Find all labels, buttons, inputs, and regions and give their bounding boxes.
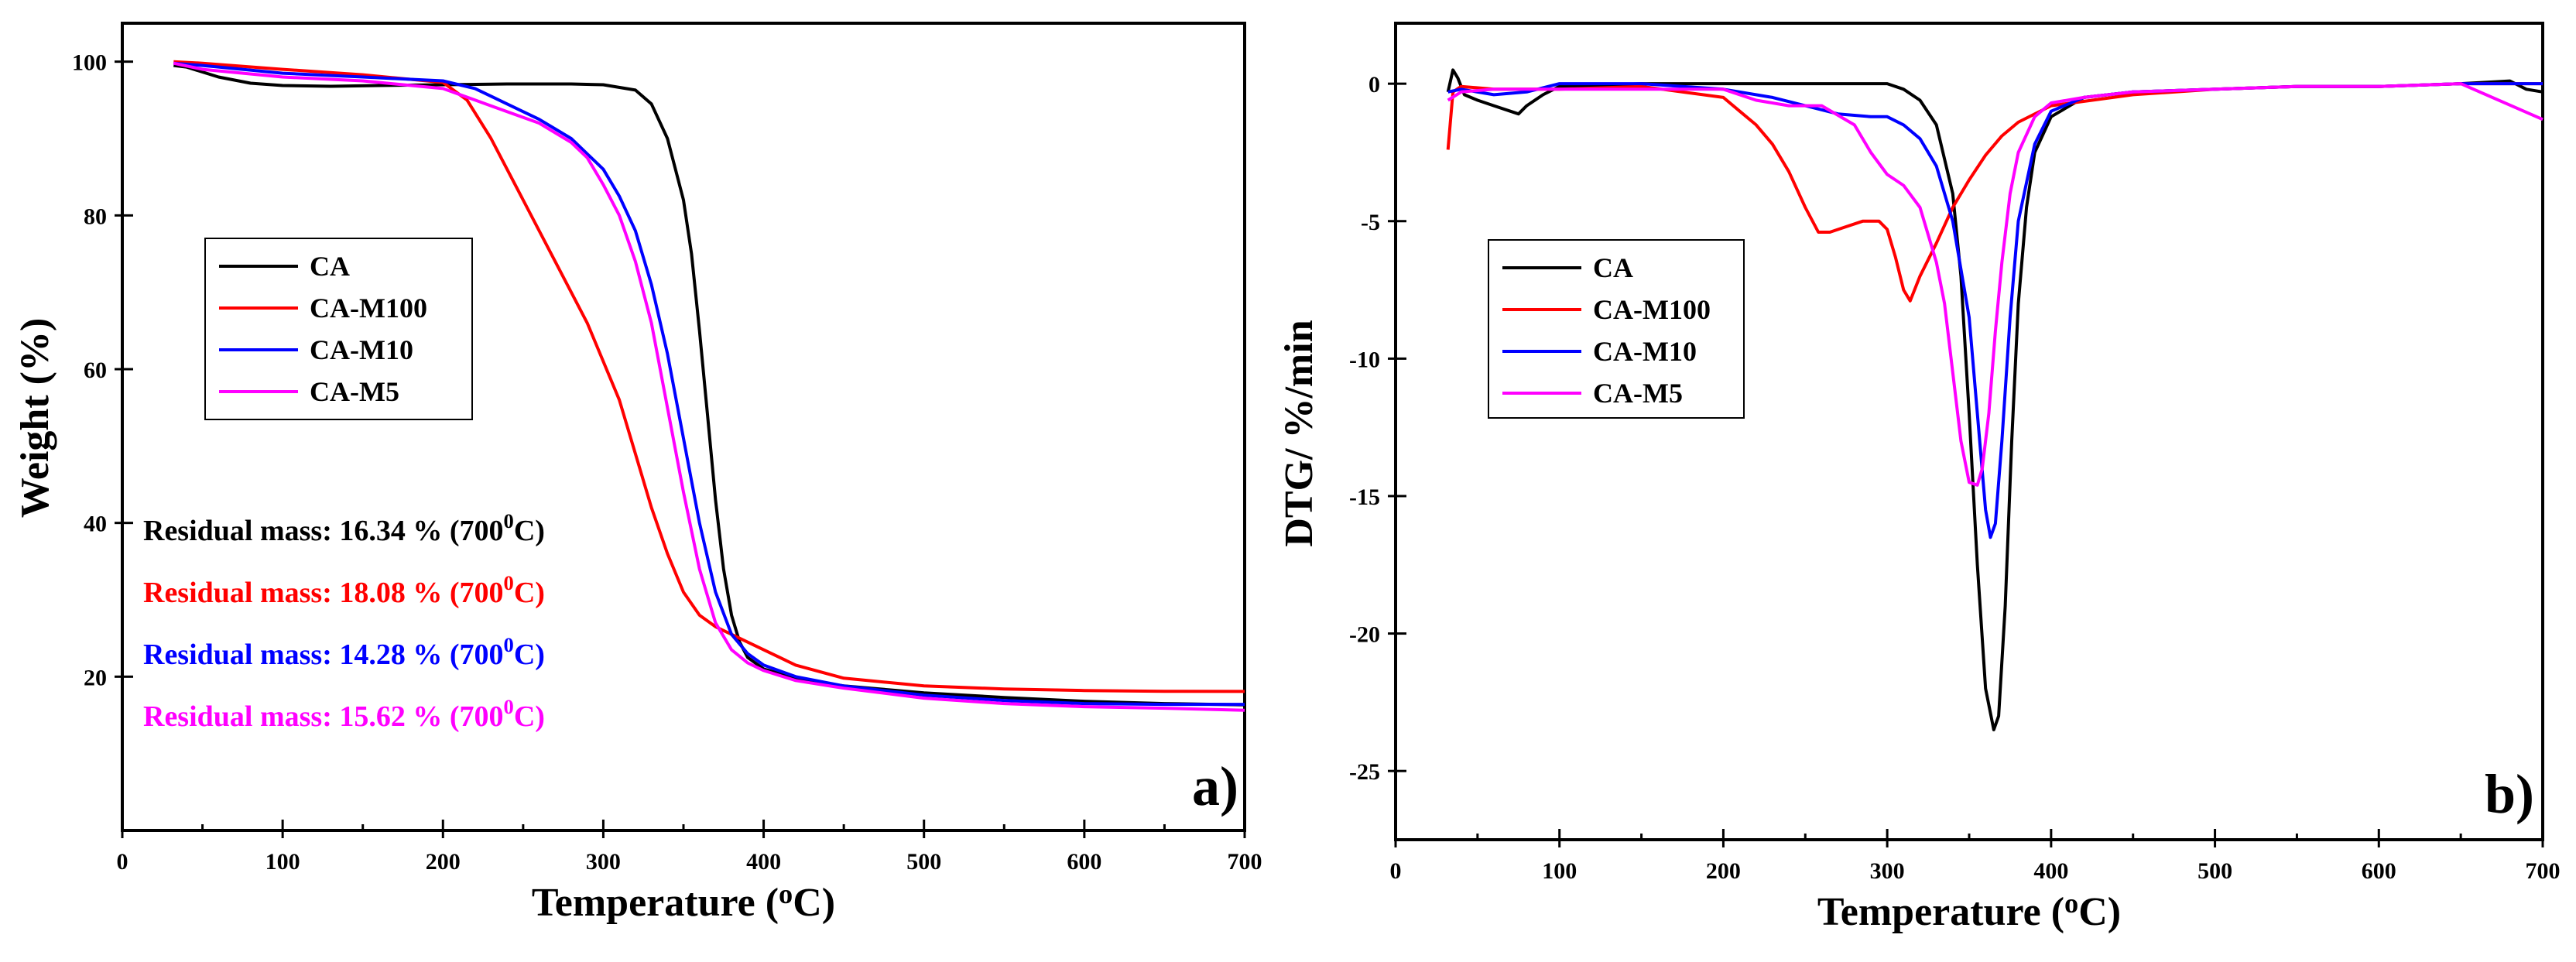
residual-mass-annotation-main: Residual mass: 14.28 % (700 [143, 638, 504, 671]
residual-mass-annotation-main: Residual mass: 16.34 % (700 [143, 515, 504, 547]
residual-mass-annotation: Residual mass: 15.62 % (7000C) [143, 695, 545, 733]
y-tick-label: 100 [72, 50, 107, 76]
panel-label: b) [2485, 763, 2534, 825]
residual-mass-annotation: Residual mass: 14.28 % (7000C) [143, 633, 545, 671]
x-tick-label: 400 [2033, 858, 2068, 884]
x-tick-label: 300 [586, 849, 621, 875]
x-axis-title-sup: o [2064, 888, 2078, 919]
y-tick-label: 40 [84, 512, 107, 537]
y-tick-label: 0 [1368, 72, 1380, 98]
legend-label: CA [1593, 252, 1633, 283]
y-tick-label: -20 [1349, 622, 1380, 648]
residual-mass-annotation-end: C) [514, 577, 545, 609]
series-line-ca-m100 [1446, 82, 2543, 303]
y-axis-title: Weight (%) [13, 318, 57, 519]
panel-label: a) [1192, 755, 1238, 817]
x-axis-title-main: Temperature ( [532, 881, 779, 925]
residual-mass-annotation: Residual mass: 18.08 % (7000C) [143, 571, 545, 609]
series-line-ca-m100 [173, 60, 1245, 693]
legend-label: CA-M100 [310, 293, 427, 324]
series-line-ca-m10 [173, 61, 1245, 707]
legend: CA CA-M100 CA-M10 CA-M5 [1488, 239, 1745, 419]
y-tick-label: -25 [1349, 759, 1380, 785]
x-tick-label: 0 [1390, 858, 1402, 884]
x-tick-label: 300 [1870, 858, 1905, 884]
residual-mass-annotation-sup: 0 [504, 633, 514, 656]
residual-mass-annotation-main: Residual mass: 18.08 % (700 [143, 577, 504, 609]
x-axis-title-end: C) [793, 881, 835, 925]
series-line-ca-m5 [1447, 82, 2543, 487]
x-tick-label: 600 [1067, 849, 1101, 875]
legend-label: CA-M100 [1593, 294, 1711, 325]
legend-label: CA-M5 [310, 376, 399, 407]
y-tick-label: -5 [1361, 210, 1380, 235]
residual-mass-annotation-end: C) [514, 515, 545, 547]
x-tick-label: 400 [746, 849, 781, 875]
legend-box [1488, 239, 1745, 419]
residual-mass-annotation-sup: 0 [504, 571, 514, 594]
legend-box [204, 238, 473, 420]
legend-label: CA-M5 [1593, 378, 1683, 409]
x-tick-label: 200 [1706, 858, 1741, 884]
legend: CA CA-M100 CA-M10 CA-M5 [204, 238, 473, 420]
x-tick-label: 700 [2526, 858, 2561, 884]
panel-b: 0 100 200 300 400 500 600 700 0 -5 -10 -15 -20 -25 Tem… [1277, 22, 2561, 934]
residual-mass-annotation: Residual mass: 16.34 % (7000C) [143, 509, 545, 547]
x-tick-label: 0 [117, 849, 128, 875]
panel-a: 0 100 200 300 400 500 600 700 20 40 60 80 100 Tempera… [13, 22, 1262, 925]
legend-label: CA-M10 [310, 334, 413, 365]
x-axis-title: Temperature (oC) [1817, 888, 2121, 934]
y-axis-title: DTG/ %/min [1277, 320, 1321, 546]
legend-label: CA [310, 251, 350, 282]
x-tick-label: 200 [426, 849, 461, 875]
x-tick-label: 600 [2362, 858, 2396, 884]
residual-mass-annotation-sup: 0 [504, 509, 514, 532]
x-axis-title: Temperature (oC) [532, 878, 835, 925]
x-tick-label: 500 [2197, 858, 2232, 884]
residual-mass-annotation-end: C) [514, 638, 545, 671]
y-tick-label: -15 [1349, 484, 1380, 510]
x-axis-title-main: Temperature ( [1817, 890, 2064, 934]
series-line-ca-m5 [173, 61, 1245, 712]
x-tick-label: 100 [1542, 858, 1577, 884]
residual-mass-annotation-main: Residual mass: 15.62 % (700 [143, 700, 504, 733]
x-tick-label: 500 [906, 849, 941, 875]
y-tick-label: -10 [1349, 347, 1380, 372]
residual-mass-annotation-sup: 0 [504, 695, 514, 718]
x-axis-title-sup: o [779, 878, 793, 909]
y-tick-label: 60 [84, 358, 107, 383]
x-axis-title-end: C) [2078, 890, 2121, 934]
y-tick-label: 80 [84, 204, 107, 229]
legend-label: CA-M10 [1593, 336, 1697, 367]
residual-mass-annotation-end: C) [514, 700, 545, 733]
x-tick-label: 700 [1228, 849, 1262, 875]
y-tick-label: 20 [84, 665, 107, 690]
x-tick-label: 100 [265, 849, 300, 875]
